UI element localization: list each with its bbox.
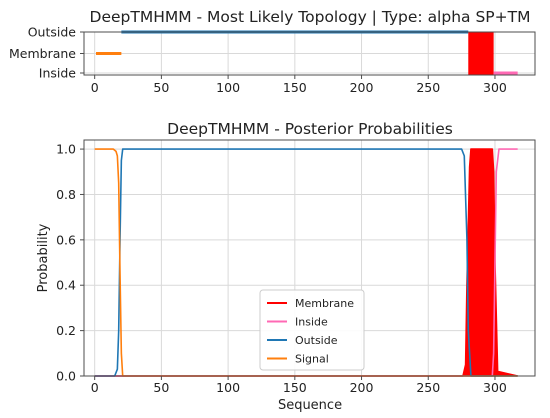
posterior-x-tick-label: 50 xyxy=(153,380,169,395)
posterior-y-axis-title: Probability xyxy=(36,223,51,292)
legend-label-signal: Signal xyxy=(295,353,329,366)
posterior-x-tick-label: 300 xyxy=(483,380,507,395)
legend-label-membrane: Membrane xyxy=(295,297,354,310)
topology-x-ticks: 0 50 100 150 200 250 300 xyxy=(91,75,507,95)
topology-segment-membrane xyxy=(468,32,494,75)
topology-y-tick-label: Membrane xyxy=(9,46,76,61)
posterior-series-signal xyxy=(94,148,518,377)
posterior-y-tick-label: 0.2 xyxy=(56,323,76,338)
topology-x-tick-label: 250 xyxy=(416,80,440,95)
posterior-x-axis-title: Sequence xyxy=(278,398,342,413)
posterior-x-tick-label: 100 xyxy=(216,380,240,395)
topology-grid xyxy=(84,31,535,75)
posterior-y-tick-label: 0.8 xyxy=(56,187,76,202)
topology-x-tick-label: 150 xyxy=(283,80,307,95)
posterior-x-tick-label: 250 xyxy=(416,380,440,395)
posterior-x-tick-label: 0 xyxy=(91,380,99,395)
topology-x-tick-label: 100 xyxy=(216,80,240,95)
legend-box xyxy=(259,289,365,371)
posterior-series-outside xyxy=(94,148,518,377)
topology-x-tick-label: 50 xyxy=(153,80,169,95)
legend-label-outside: Outside xyxy=(295,334,338,347)
topology-x-tick-label: 200 xyxy=(350,80,374,95)
topology-y-ticks: Inside Membrane Outside xyxy=(9,25,84,81)
posterior-y-tick-label: 0.0 xyxy=(56,369,76,384)
posterior-x-tick-label: 150 xyxy=(283,380,307,395)
posterior-x-ticks: 0 50 100 150 200 250 300 xyxy=(91,376,507,395)
posterior-frame xyxy=(83,139,536,377)
legend-label-inside: Inside xyxy=(295,316,328,329)
topology-x-tick-label: 0 xyxy=(91,80,99,95)
posterior-y-tick-label: 0.6 xyxy=(56,232,76,247)
posterior-chart: DeepTMHMM - Posterior Probabilities 0.00… xyxy=(36,120,536,413)
posterior-legend: Membrane Inside Outside Signal xyxy=(259,289,365,371)
topology-chart: DeepTMHMM - Most Likely Topology | Type:… xyxy=(9,8,536,95)
posterior-x-tick-label: 200 xyxy=(350,380,374,395)
topology-y-tick-label: Outside xyxy=(28,25,77,40)
topology-title: DeepTMHMM - Most Likely Topology | Type:… xyxy=(90,8,531,26)
posterior-y-tick-label: 0.4 xyxy=(56,278,76,293)
posterior-series-membrane xyxy=(94,148,518,377)
topology-x-tick-label: 300 xyxy=(483,80,507,95)
posterior-title: DeepTMHMM - Posterior Probabilities xyxy=(167,120,453,138)
posterior-y-ticks: 0.0 0.2 0.4 0.6 0.8 1.0 xyxy=(56,142,84,384)
posterior-y-tick-label: 1.0 xyxy=(56,142,76,157)
topology-y-tick-label: Inside xyxy=(39,66,77,81)
posterior-area-membrane xyxy=(94,149,518,376)
